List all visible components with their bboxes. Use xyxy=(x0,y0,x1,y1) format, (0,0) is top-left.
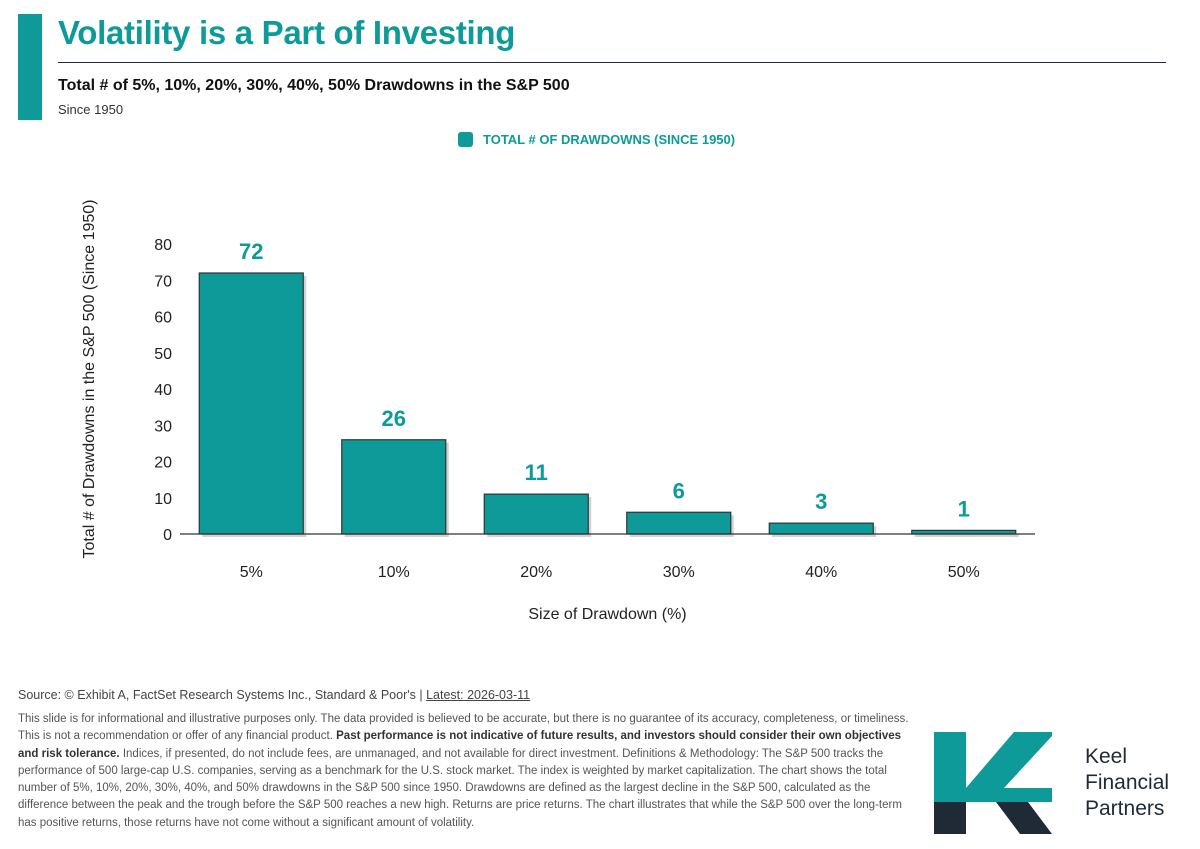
bar-shadow xyxy=(914,533,1019,537)
disclaimer-bold: Past performance is not indicative of fu… xyxy=(18,730,902,760)
source-text: Source: © Exhibit A, FactSet Research Sy… xyxy=(18,688,423,702)
y-tick-label: 30 xyxy=(154,418,172,435)
bar xyxy=(483,493,589,535)
legend-label: TOTAL # OF DRAWDOWNS (SINCE 1950) xyxy=(483,132,736,147)
k-logo-icon xyxy=(934,732,1052,834)
data-label: 6 xyxy=(673,478,685,503)
y-tick-label: 70 xyxy=(154,273,172,290)
y-axis-title: Total # of Drawdowns in the S&P 500 (Sin… xyxy=(81,199,98,558)
x-tick-label: 50% xyxy=(948,564,980,581)
legend-swatch xyxy=(458,132,473,147)
y-tick-label: 0 xyxy=(163,527,172,544)
accent-bar xyxy=(18,14,42,120)
bar xyxy=(626,511,732,535)
y-tick-label: 60 xyxy=(154,310,172,327)
title-divider xyxy=(58,62,1166,63)
disclaimer-text-1: This slide is for informational and illu… xyxy=(18,713,909,743)
y-tick-label: 40 xyxy=(154,382,172,399)
x-axis-title: Size of Drawdown (%) xyxy=(528,606,686,623)
data-label: 26 xyxy=(382,406,406,431)
since-note: Since 1950 xyxy=(58,102,124,117)
x-tick-label: 40% xyxy=(805,564,837,581)
chart-legend: TOTAL # OF DRAWDOWNS (SINCE 1950) xyxy=(458,132,735,147)
x-tick-label: 10% xyxy=(378,564,410,581)
data-label: 11 xyxy=(525,460,548,485)
x-tick-label: 20% xyxy=(520,564,552,581)
data-label: 72 xyxy=(239,239,263,264)
source-line: Source: © Exhibit A, FactSet Research Sy… xyxy=(18,688,530,702)
bar-chart: 0 10 20 30 40 50 60 70 80 72 5% 26 10% 11 20% 6 30% 3 40% 1… xyxy=(81,199,1035,623)
chart-subtitle: Total # of 5%, 10%, 20%, 30%, 40%, 50% D… xyxy=(58,77,570,94)
disclaimer-text-2: Indices, if presented, do not include fe… xyxy=(18,747,902,829)
data-label: 3 xyxy=(815,489,827,514)
latest-date-link[interactable]: Latest: 2026-03-11 xyxy=(426,688,531,702)
y-tick-label: 80 xyxy=(154,237,172,254)
data-label: 1 xyxy=(958,496,970,521)
brand-line-1: Keel xyxy=(1085,745,1128,768)
y-tick-label: 10 xyxy=(154,491,172,508)
page-title: Volatility is a Part of Investing xyxy=(58,14,516,51)
x-tick-label: 30% xyxy=(663,564,695,581)
y-tick-label: 50 xyxy=(154,346,172,363)
brand-name: Keel Financial Partners xyxy=(1085,744,1169,822)
disclaimer: This slide is for informational and illu… xyxy=(18,711,918,832)
brand-line-2: Financial xyxy=(1085,771,1170,794)
y-tick-label: 20 xyxy=(154,455,172,472)
bar xyxy=(768,522,874,535)
brand-line-3: Partners xyxy=(1085,797,1165,820)
bar xyxy=(341,439,447,535)
bar xyxy=(198,272,304,535)
x-tick-label: 5% xyxy=(240,564,263,581)
